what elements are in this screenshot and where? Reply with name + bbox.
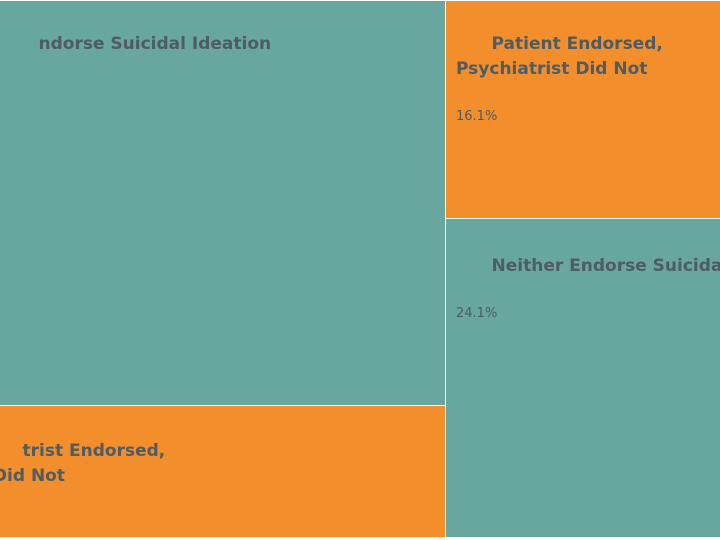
tile-psychiatrist-endorsed: trist Endorsed, Did Not [0, 405, 446, 538]
tile-neither-endorse: Neither Endorse Suicidal Ideation 24.1% [445, 218, 720, 538]
tile-title: Patient Endorsed, Psychiatrist Did Not [456, 34, 663, 79]
tile-both-endorse: ndorse Suicidal Ideation [0, 0, 446, 406]
tile-label: ndorse Suicidal Ideation [3, 7, 272, 132]
tile-percent: 24.1% [456, 306, 498, 321]
tile-label: Patient Endorsed, Psychiatrist Did Not 1… [456, 7, 663, 177]
tile-label: trist Endorsed, Did Not [0, 414, 166, 537]
tile-percent: 16.1% [456, 109, 498, 124]
tile-title: trist Endorsed, Did Not [0, 441, 166, 486]
tile-title: Neither Endorse Suicidal Ideation [491, 256, 720, 276]
tile-label: Neither Endorse Suicidal Ideation 24.1% [456, 229, 720, 374]
tile-title: ndorse Suicidal Ideation [38, 34, 272, 54]
tile-patient-endorsed: Patient Endorsed, Psychiatrist Did Not 1… [445, 0, 720, 219]
